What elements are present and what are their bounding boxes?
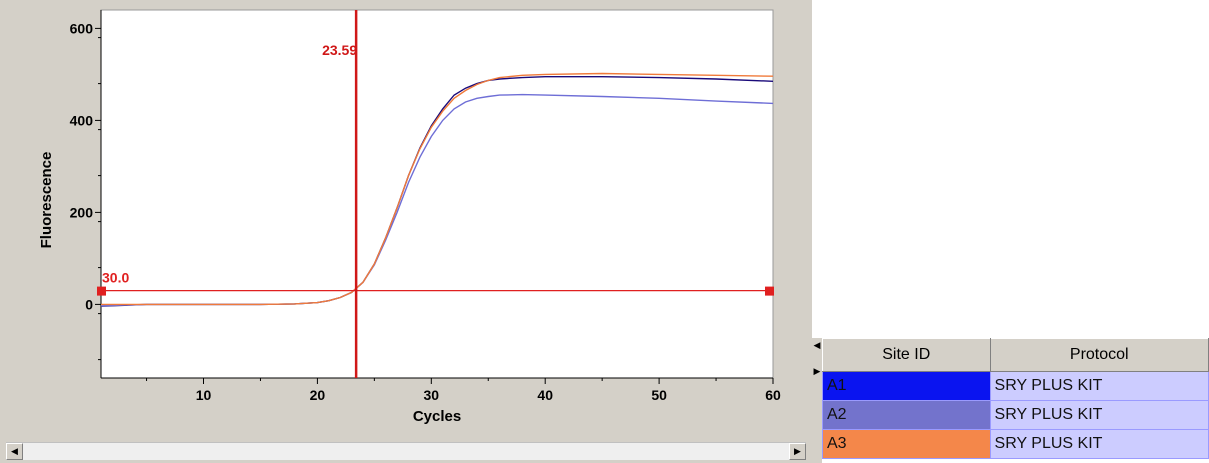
protocol-cell[interactable]: SRY PLUS KIT [989, 400, 1209, 430]
column-header-protocol[interactable]: Protocol [989, 338, 1209, 372]
site-id-cell[interactable]: A1 [822, 371, 991, 401]
x-tick-label: 60 [765, 387, 781, 403]
site-table-panel: ◀ ▶ Site ID Protocol A1 SRY PLUS KIT A2 SRY… [812, 338, 1209, 463]
scroll-left-arrow-icon[interactable]: ◀ [6, 443, 23, 460]
series-line-A3 [101, 72, 774, 306]
y-tick-label: 400 [70, 112, 94, 128]
ct-marker-label: 23.59 [322, 42, 357, 58]
x-tick-label: 40 [537, 387, 553, 403]
amplification-chart-panel: 0 200 400 600 10 20 30 40 50 60 30.0 23.59 Cycles … [0, 0, 812, 463]
horizontal-scrollbar[interactable]: ◀ ▶ [6, 442, 806, 460]
protocol-cell[interactable]: SRY PLUS KIT [989, 371, 1209, 401]
site-table: Site ID Protocol A1 SRY PLUS KIT A2 SRY PLU… [822, 338, 1209, 459]
table-header-row: Site ID Protocol [822, 338, 1209, 372]
gutter-left-arrow-icon[interactable]: ◀ [813, 340, 821, 350]
axis-ticks: 0 200 400 600 10 20 30 40 50 60 [70, 10, 781, 403]
series-layer [100, 72, 774, 307]
scroll-right-arrow-icon[interactable]: ▶ [789, 443, 806, 460]
threshold-label: 30.0 [102, 270, 129, 286]
plot-area [100, 9, 774, 379]
site-id-cell[interactable]: A3 [822, 429, 991, 459]
y-axis-label: Fluorescence [38, 152, 55, 249]
site-id-cell[interactable]: A2 [822, 400, 991, 430]
gutter-right-arrow-icon[interactable]: ▶ [813, 366, 821, 376]
table-scroll-gutter[interactable]: ◀ ▶ [812, 338, 822, 463]
x-tick-label: 20 [310, 387, 326, 403]
column-header-site-id[interactable]: Site ID [822, 338, 991, 372]
x-axis-label: Cycles [413, 408, 461, 425]
table-row[interactable]: A1 SRY PLUS KIT [822, 371, 1209, 401]
threshold-left-handle[interactable] [97, 286, 106, 296]
table-row[interactable]: A3 SRY PLUS KIT [822, 429, 1209, 459]
protocol-cell[interactable]: SRY PLUS KIT [989, 429, 1209, 459]
threshold-right-handle[interactable] [765, 286, 774, 296]
x-tick-label: 50 [651, 387, 667, 403]
x-tick-label: 10 [196, 387, 212, 403]
x-tick-label: 30 [424, 387, 440, 403]
threshold-layer[interactable]: 30.0 23.59 [97, 10, 774, 378]
table-row[interactable]: A2 SRY PLUS KIT [822, 400, 1209, 430]
y-tick-label: 200 [70, 204, 94, 220]
y-tick-label: 0 [85, 296, 93, 312]
y-tick-label: 600 [70, 20, 94, 36]
